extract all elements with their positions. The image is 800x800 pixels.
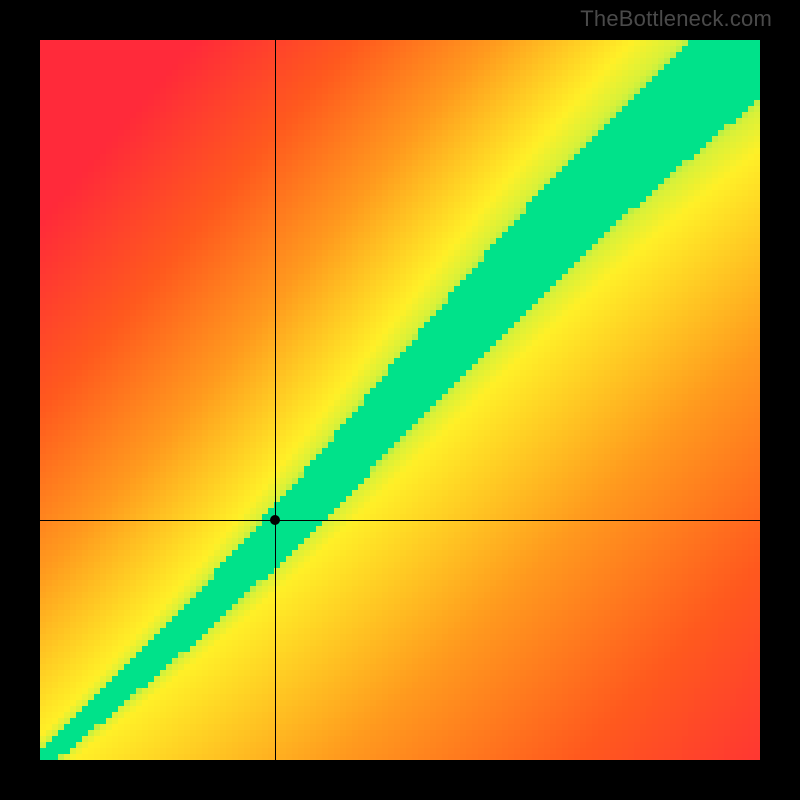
crosshair-horizontal [40, 520, 760, 521]
marker-dot [270, 515, 280, 525]
watermark-text: TheBottleneck.com [580, 6, 772, 32]
crosshair-vertical [275, 40, 276, 760]
heatmap-canvas [40, 40, 760, 760]
plot-area [40, 40, 760, 760]
